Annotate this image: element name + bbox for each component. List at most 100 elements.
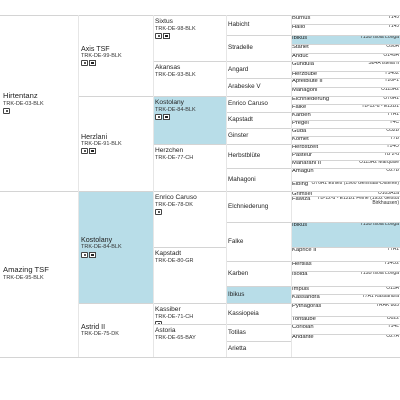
pedigree-cell-g2[interactable]: Herzlani TRK-DE-91-BLK bbox=[78, 96, 153, 191]
pedigree-cell-g3[interactable]: Kassiber TRK-DE-71-CH bbox=[153, 303, 226, 324]
pedigree-cell-g5[interactable]: Ibikus T15B Isola Longa bbox=[291, 35, 400, 44]
pedigree-cell-g5[interactable]: Amagun O27B bbox=[291, 168, 400, 181]
pedigree-cell-g4[interactable]: Stradelle bbox=[226, 35, 291, 61]
pedigree-cell-g4[interactable]: Habicht bbox=[226, 15, 291, 35]
pedigree-cell-g5[interactable]: Pregel T4C bbox=[291, 120, 400, 128]
pedigree-cell-g5[interactable]: Coriolan T14L bbox=[291, 324, 400, 334]
horse-name[interactable]: Herbstblüte bbox=[228, 152, 289, 159]
pedigree-cell-g4[interactable]: Ibikus bbox=[226, 286, 291, 303]
video-icon[interactable] bbox=[89, 60, 96, 66]
pedigree-cell-g5[interactable]: Kassandra T7A1 Kassandra bbox=[291, 294, 400, 303]
pedigree-cell-g3[interactable]: Sixtus TRK-DE-98-BLK bbox=[153, 15, 226, 61]
pedigree-cell-g5[interactable]: Apfelblüte II T20F1 bbox=[291, 78, 400, 87]
pedigree-cell-g3[interactable]: Enrico Caruso TRK-DE-78-DK bbox=[153, 191, 226, 247]
pedigree-cell-g5[interactable]: Komet T7B bbox=[291, 136, 400, 144]
camera-icon[interactable] bbox=[155, 209, 162, 215]
pedigree-cell-g5[interactable]: Isolda T15B Isola Longa bbox=[291, 271, 400, 286]
camera-icon[interactable] bbox=[81, 148, 88, 154]
pedigree-cell-g5[interactable]: Herzbube T140Z bbox=[291, 71, 400, 78]
pedigree-cell-g5[interactable]: Falke TB-12-d - E12B1 bbox=[291, 104, 400, 112]
pedigree-cell-g5[interactable]: Mahagoni O115A2 bbox=[291, 87, 400, 96]
horse-name[interactable]: Amazing TSF bbox=[3, 266, 75, 275]
video-icon[interactable] bbox=[89, 148, 96, 154]
horse-name[interactable]: Totilas bbox=[228, 329, 289, 336]
horse-name[interactable]: Kassiopeia bbox=[228, 310, 289, 317]
pedigree-cell-g3[interactable]: Akansas TRK-DE-93-BLK bbox=[153, 61, 226, 96]
camera-icon[interactable] bbox=[3, 108, 10, 114]
pedigree-cell-g5[interactable]: Starlet O90A bbox=[291, 44, 400, 53]
pedigree-cell-g5[interactable]: Pasteur TB 2-d bbox=[291, 152, 400, 160]
pedigree-cell-g3[interactable]: Herzchen TRK-DE-77-CH bbox=[153, 144, 226, 191]
horse-name[interactable]: Axis TSF bbox=[81, 45, 150, 53]
pedigree-cell-g4[interactable]: Ginster bbox=[226, 128, 291, 144]
camera-icon[interactable] bbox=[155, 114, 162, 120]
pedigree-cell-g3[interactable]: Kapstadt TRK-DE-80-GR bbox=[153, 247, 226, 303]
horse-name[interactable]: Ginster bbox=[228, 132, 289, 139]
pedigree-cell-g5[interactable]: Ibikus T15B Isola Longa bbox=[291, 222, 400, 247]
pedigree-cell-g5[interactable]: Tontaube O022 bbox=[291, 316, 400, 324]
pedigree-cell-g5[interactable]: Elchniederung O76A1 bbox=[291, 96, 400, 104]
horse-name[interactable]: Kapstadt bbox=[155, 250, 224, 258]
horse-name[interactable]: Enrico Caruso bbox=[155, 194, 224, 202]
pedigree-cell-g4[interactable]: Totilas bbox=[226, 324, 291, 341]
pedigree-cell-g4[interactable]: Angard bbox=[226, 61, 291, 78]
pedigree-cell-g3[interactable]: Kostolany TRK-DE-84-BLK bbox=[153, 96, 226, 144]
pedigree-cell-g5[interactable]: Andante O27A bbox=[291, 334, 400, 357]
horse-name[interactable]: Sixtus bbox=[155, 18, 224, 26]
pedigree-cell-g4[interactable]: Arabeske V bbox=[226, 78, 291, 96]
pedigree-cell-g3[interactable]: Astoria TRK-DE-65-BAY bbox=[153, 324, 226, 357]
pedigree-cell-g4[interactable]: Mahagoni bbox=[226, 168, 291, 191]
horse-name[interactable]: Astrid II bbox=[81, 323, 150, 331]
video-icon[interactable] bbox=[163, 114, 170, 120]
video-icon[interactable] bbox=[163, 33, 170, 39]
pedigree-cell-g4[interactable]: Arietta bbox=[226, 341, 291, 357]
pedigree-cell-g5[interactable]: Burnus T14J bbox=[291, 15, 400, 24]
horse-name[interactable]: Karben bbox=[228, 270, 289, 277]
horse-name[interactable]: Astoria bbox=[155, 327, 224, 335]
pedigree-cell-g5[interactable]: Herbstzeit T14O bbox=[291, 144, 400, 152]
pedigree-cell-g5[interactable]: Karben T7A1 bbox=[291, 112, 400, 120]
horse-name[interactable]: Enrico Caruso bbox=[228, 100, 289, 107]
pedigree-cell-g5[interactable]: Hallo T14J bbox=[291, 24, 400, 35]
pedigree-cell-g5[interactable]: Maharani II O115A2 Marquise bbox=[291, 160, 400, 168]
horse-name[interactable]: Stradelle bbox=[228, 44, 289, 51]
pedigree-cell-g5[interactable]: Gundula S84A Istella II bbox=[291, 61, 400, 71]
horse-name[interactable]: Elchniederung bbox=[228, 203, 289, 210]
pedigree-cell-g2[interactable]: Kostolany TRK-DE-84-BLK bbox=[78, 191, 153, 303]
camera-icon[interactable] bbox=[81, 252, 88, 258]
pedigree-cell-g4[interactable]: Kapstadt bbox=[226, 112, 291, 128]
horse-name[interactable]: Herzchen bbox=[155, 147, 224, 155]
horse-name[interactable]: Kostolany bbox=[81, 236, 150, 244]
pedigree-cell-g4[interactable]: Karben bbox=[226, 261, 291, 286]
horse-name[interactable]: Akansas bbox=[155, 64, 224, 72]
pedigree-cell-g5[interactable]: Kaprice II T7A1 bbox=[291, 247, 400, 261]
pedigree-cell-g1[interactable]: Amazing TSF TRK-DE-95-BLK bbox=[0, 191, 78, 357]
horse-name[interactable]: Herzlani bbox=[81, 133, 150, 141]
camera-icon[interactable] bbox=[81, 60, 88, 66]
horse-name[interactable]: Kapstadt bbox=[228, 116, 289, 123]
horse-name[interactable]: Arietta bbox=[228, 345, 289, 352]
horse-name[interactable]: Mahagoni bbox=[228, 176, 289, 183]
horse-name[interactable]: Hirtentanz bbox=[3, 92, 75, 101]
video-icon[interactable] bbox=[89, 252, 96, 258]
horse-name[interactable]: Arabeske V bbox=[228, 83, 289, 90]
pedigree-cell-g4[interactable]: Enrico Caruso bbox=[226, 96, 291, 112]
pedigree-cell-g2[interactable]: Axis TSF TRK-DE-99-BLK bbox=[78, 15, 153, 96]
horse-name[interactable]: Habicht bbox=[228, 21, 289, 28]
pedigree-cell-g4[interactable]: Elchniederung bbox=[226, 191, 291, 222]
horse-name[interactable]: Angard bbox=[228, 66, 289, 73]
pedigree-cell-g5[interactable]: Pythagoras TRAK 885 bbox=[291, 303, 400, 316]
pedigree-cell-g5[interactable]: Fawiza TB-12-d - E12B1 Feine (1952 Gestüt… bbox=[291, 196, 400, 222]
pedigree-cell-g5[interactable]: Guda O32B bbox=[291, 128, 400, 136]
horse-name[interactable]: Kassiber bbox=[155, 306, 224, 314]
pedigree-cell-g5[interactable]: Elbing O76A1 Ethies (1960 Gehlhaar-Ditter… bbox=[291, 181, 400, 191]
horse-name[interactable]: Ibikus bbox=[228, 291, 289, 298]
pedigree-cell-g5[interactable]: Anduc O149A bbox=[291, 53, 400, 61]
pedigree-cell-g2[interactable]: Astrid II TRK-DE-75-DK bbox=[78, 303, 153, 357]
camera-icon[interactable] bbox=[155, 33, 162, 39]
pedigree-cell-g1[interactable]: Hirtentanz TRK-DE-03-BLK bbox=[0, 15, 78, 191]
pedigree-cell-g5[interactable]: Hertilas T14O2 bbox=[291, 261, 400, 271]
pedigree-cell-g4[interactable]: Kassiopeia bbox=[226, 303, 291, 324]
pedigree-cell-g4[interactable]: Herbstblüte bbox=[226, 144, 291, 168]
pedigree-cell-g5[interactable]: Impuls O15A bbox=[291, 286, 400, 294]
